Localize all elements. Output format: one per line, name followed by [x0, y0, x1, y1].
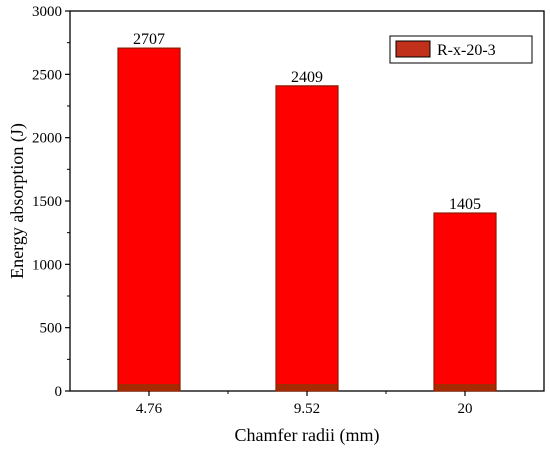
bar-base-20: [434, 384, 496, 391]
y-tick-label-0: 0: [55, 384, 63, 400]
legend: R-x-20-3: [389, 35, 533, 64]
bar-9.52: [275, 85, 339, 392]
bar-20: [433, 212, 497, 392]
data-labels: 2707 2409 1405: [133, 31, 481, 213]
bar-4.76: [117, 47, 181, 392]
y-tick-label-500: 500: [40, 321, 63, 337]
x-tick-label-20: 20: [458, 401, 473, 417]
x-axis-title: Chamfer radii (mm): [235, 425, 380, 446]
y-axis-title: Energy absorption (J): [7, 123, 28, 279]
bar-base-9.52: [276, 384, 338, 391]
y-tick-label-2500: 2500: [32, 67, 62, 83]
bar-base-4.76: [118, 384, 180, 391]
y-axis-ticks: 0 500 1000 1500 2000 2500 3000: [32, 4, 70, 400]
y-tick-label-1000: 1000: [32, 257, 62, 273]
data-label-20: 1405: [449, 196, 481, 213]
y-tick-label-3000: 3000: [32, 4, 62, 20]
y-tick-label-2000: 2000: [32, 131, 62, 147]
legend-label: R-x-20-3: [437, 42, 496, 59]
x-tick-label-4.76: 4.76: [136, 401, 163, 417]
x-tick-label-9.52: 9.52: [294, 401, 320, 417]
x-axis-ticks: 4.76 9.52 20: [136, 391, 473, 417]
data-label-4.76: 2707: [133, 31, 165, 48]
data-label-9.52: 2409: [291, 69, 323, 86]
y-tick-label-1500: 1500: [32, 194, 62, 210]
legend-swatch: [395, 40, 431, 58]
bars: [117, 47, 497, 392]
